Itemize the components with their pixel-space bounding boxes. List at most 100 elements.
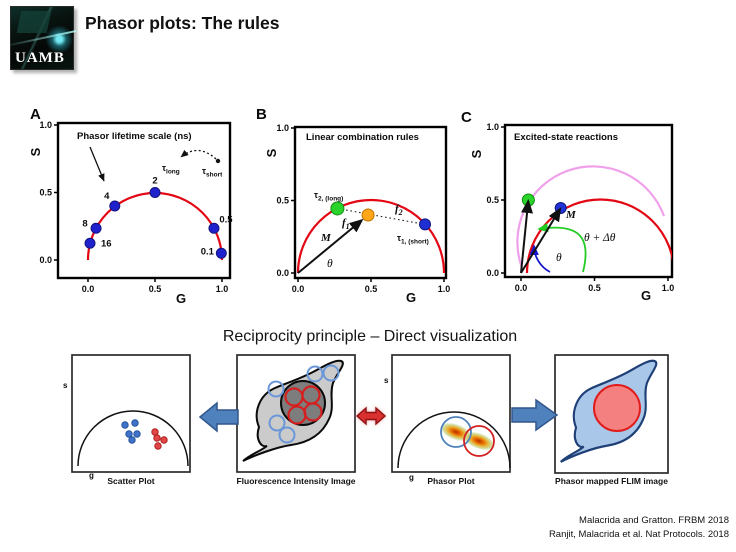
title-pointer-arrow [89,146,105,182]
data-point [208,222,220,234]
theta-delta-label: θ + Δθ [584,232,616,244]
phasor-panel-c: C Excited-state reactions M θ θ + Δθ S G… [461,109,674,303]
plot-box-b [293,125,448,280]
uamb-logo: UAMB [10,6,74,70]
citations: Malacrida and Gratton. FRBM 2018 Ranjit,… [549,514,729,542]
universal-semicircle-b [296,198,446,274]
tau-short-dot [215,158,221,164]
y-axis-label-c: S [469,149,484,158]
data-point [121,421,129,429]
phasor-panel-a: A Phasor lifetime scale (ns) τlong τshor… [28,106,233,306]
y-tick-label: 0.0 [276,268,289,278]
scatter-s-label: s [63,381,68,390]
theta-label-b: θ [327,258,333,270]
x-axis-label-a: G [176,291,186,306]
y-tick-label: 0.5 [486,195,499,205]
data-point [125,430,133,438]
y-axis-label-a: S [28,147,43,156]
x-tick-label: 0.5 [588,283,601,293]
x-axis-label-b: G [406,290,416,305]
tau-scale-dotted-arc [180,149,217,160]
fluorescence-image-panel [236,354,356,473]
data-point [154,442,162,450]
x-tick-label: 0.0 [515,283,528,293]
plot-title-c: Excited-state reactions [514,132,618,143]
x-tick-label: 0.5 [149,284,162,294]
reciprocity-title: Reciprocity principle – Direct visualiza… [222,328,518,345]
citation-line: Malacrida and Gratton. FRBM 2018 [579,515,729,526]
y-tick-label: 1.0 [486,122,499,132]
y-tick-label: 0.0 [486,268,499,278]
m-vector-label-c: M [565,209,577,221]
data-point [149,187,161,198]
plot-title-a: Phasor lifetime scale (ns) [77,131,192,142]
flim-image-panel [554,354,669,474]
data-point-label: 0.5 [219,214,233,225]
double-arrow [355,406,387,426]
data-point [133,430,141,438]
data-point [330,201,345,216]
caption-scatter-plot: Scatter Plot [107,476,155,486]
data-point-label: 0.1 [201,246,215,257]
data-point-label: 4 [104,191,110,202]
phasor-plot-box [391,354,511,473]
tau2-long-label: τ2, (long) [314,190,343,203]
panel-letter-b: B [256,106,267,123]
data-point [361,208,375,222]
left-arrow [198,401,239,433]
page-title: Phasor plots: The rules [85,13,280,33]
y-tick-label: 1.0 [276,123,289,133]
phasor-vector [520,199,534,274]
data-point [151,428,159,436]
x-tick-label: 1.0 [216,284,229,294]
data-point [153,434,161,442]
x-tick-label: 0.0 [292,284,305,294]
phasor-s-label: s [384,376,389,385]
y-tick-label: 1.0 [39,120,52,130]
y-axis-label-b: S [264,148,279,157]
nucleus-red [593,384,641,432]
data-point [128,436,136,444]
tau-short-label: τshort [202,166,223,179]
cytoplasm-rois-blue [267,364,340,444]
caption-flim-image: Phasor mapped FLIM image [555,476,668,486]
x-axis-label-c: G [641,288,651,303]
tau1-short-label: τ1, (short) [397,233,429,246]
m-vector-label-b: M [320,232,332,244]
excited-state-arc [516,165,666,269]
data-point [131,419,139,427]
data-point [215,247,227,259]
scatter-g-label: g [89,471,94,480]
data-point [90,222,102,234]
tau-long-label: τlong [162,163,180,176]
data-point-label: 8 [82,218,87,229]
caption-fluorescence-image: Fluorescence Intensity Image [236,476,356,486]
data-point [419,218,432,231]
plot-title-b: Linear combination rules [306,132,419,143]
data-point-label: 16 [101,238,112,249]
data-point [160,436,168,444]
phasor-vector [297,218,364,274]
theta-angle-arc [529,244,551,273]
citation-line: Ranjit, Malacrida et al. Nat Protocols. … [548,529,729,540]
f1-label: f1 [342,217,350,231]
scatter-plot-box [71,354,191,473]
data-point-label: 2 [152,176,157,187]
scatter-semicircle [77,410,189,467]
panel-c-curves [516,165,672,274]
plot-box-a [56,121,232,280]
nucleus [280,380,326,426]
scatter-plot-panel [71,354,191,473]
blue-cursor-ring [440,416,472,448]
data-point [109,200,121,212]
y-tick-label: 0.5 [276,196,289,206]
theta-label-c: θ [556,252,562,264]
nuclear-rois-red [284,385,323,425]
panel-letter-a: A [30,106,41,123]
phasor-panel-b: B Linear combination rules τ2, (long) τ1… [256,106,450,305]
x-tick-label: 1.0 [438,284,451,294]
universal-semicircle-c [525,198,672,274]
theta-delta-angle-arc [537,223,587,273]
